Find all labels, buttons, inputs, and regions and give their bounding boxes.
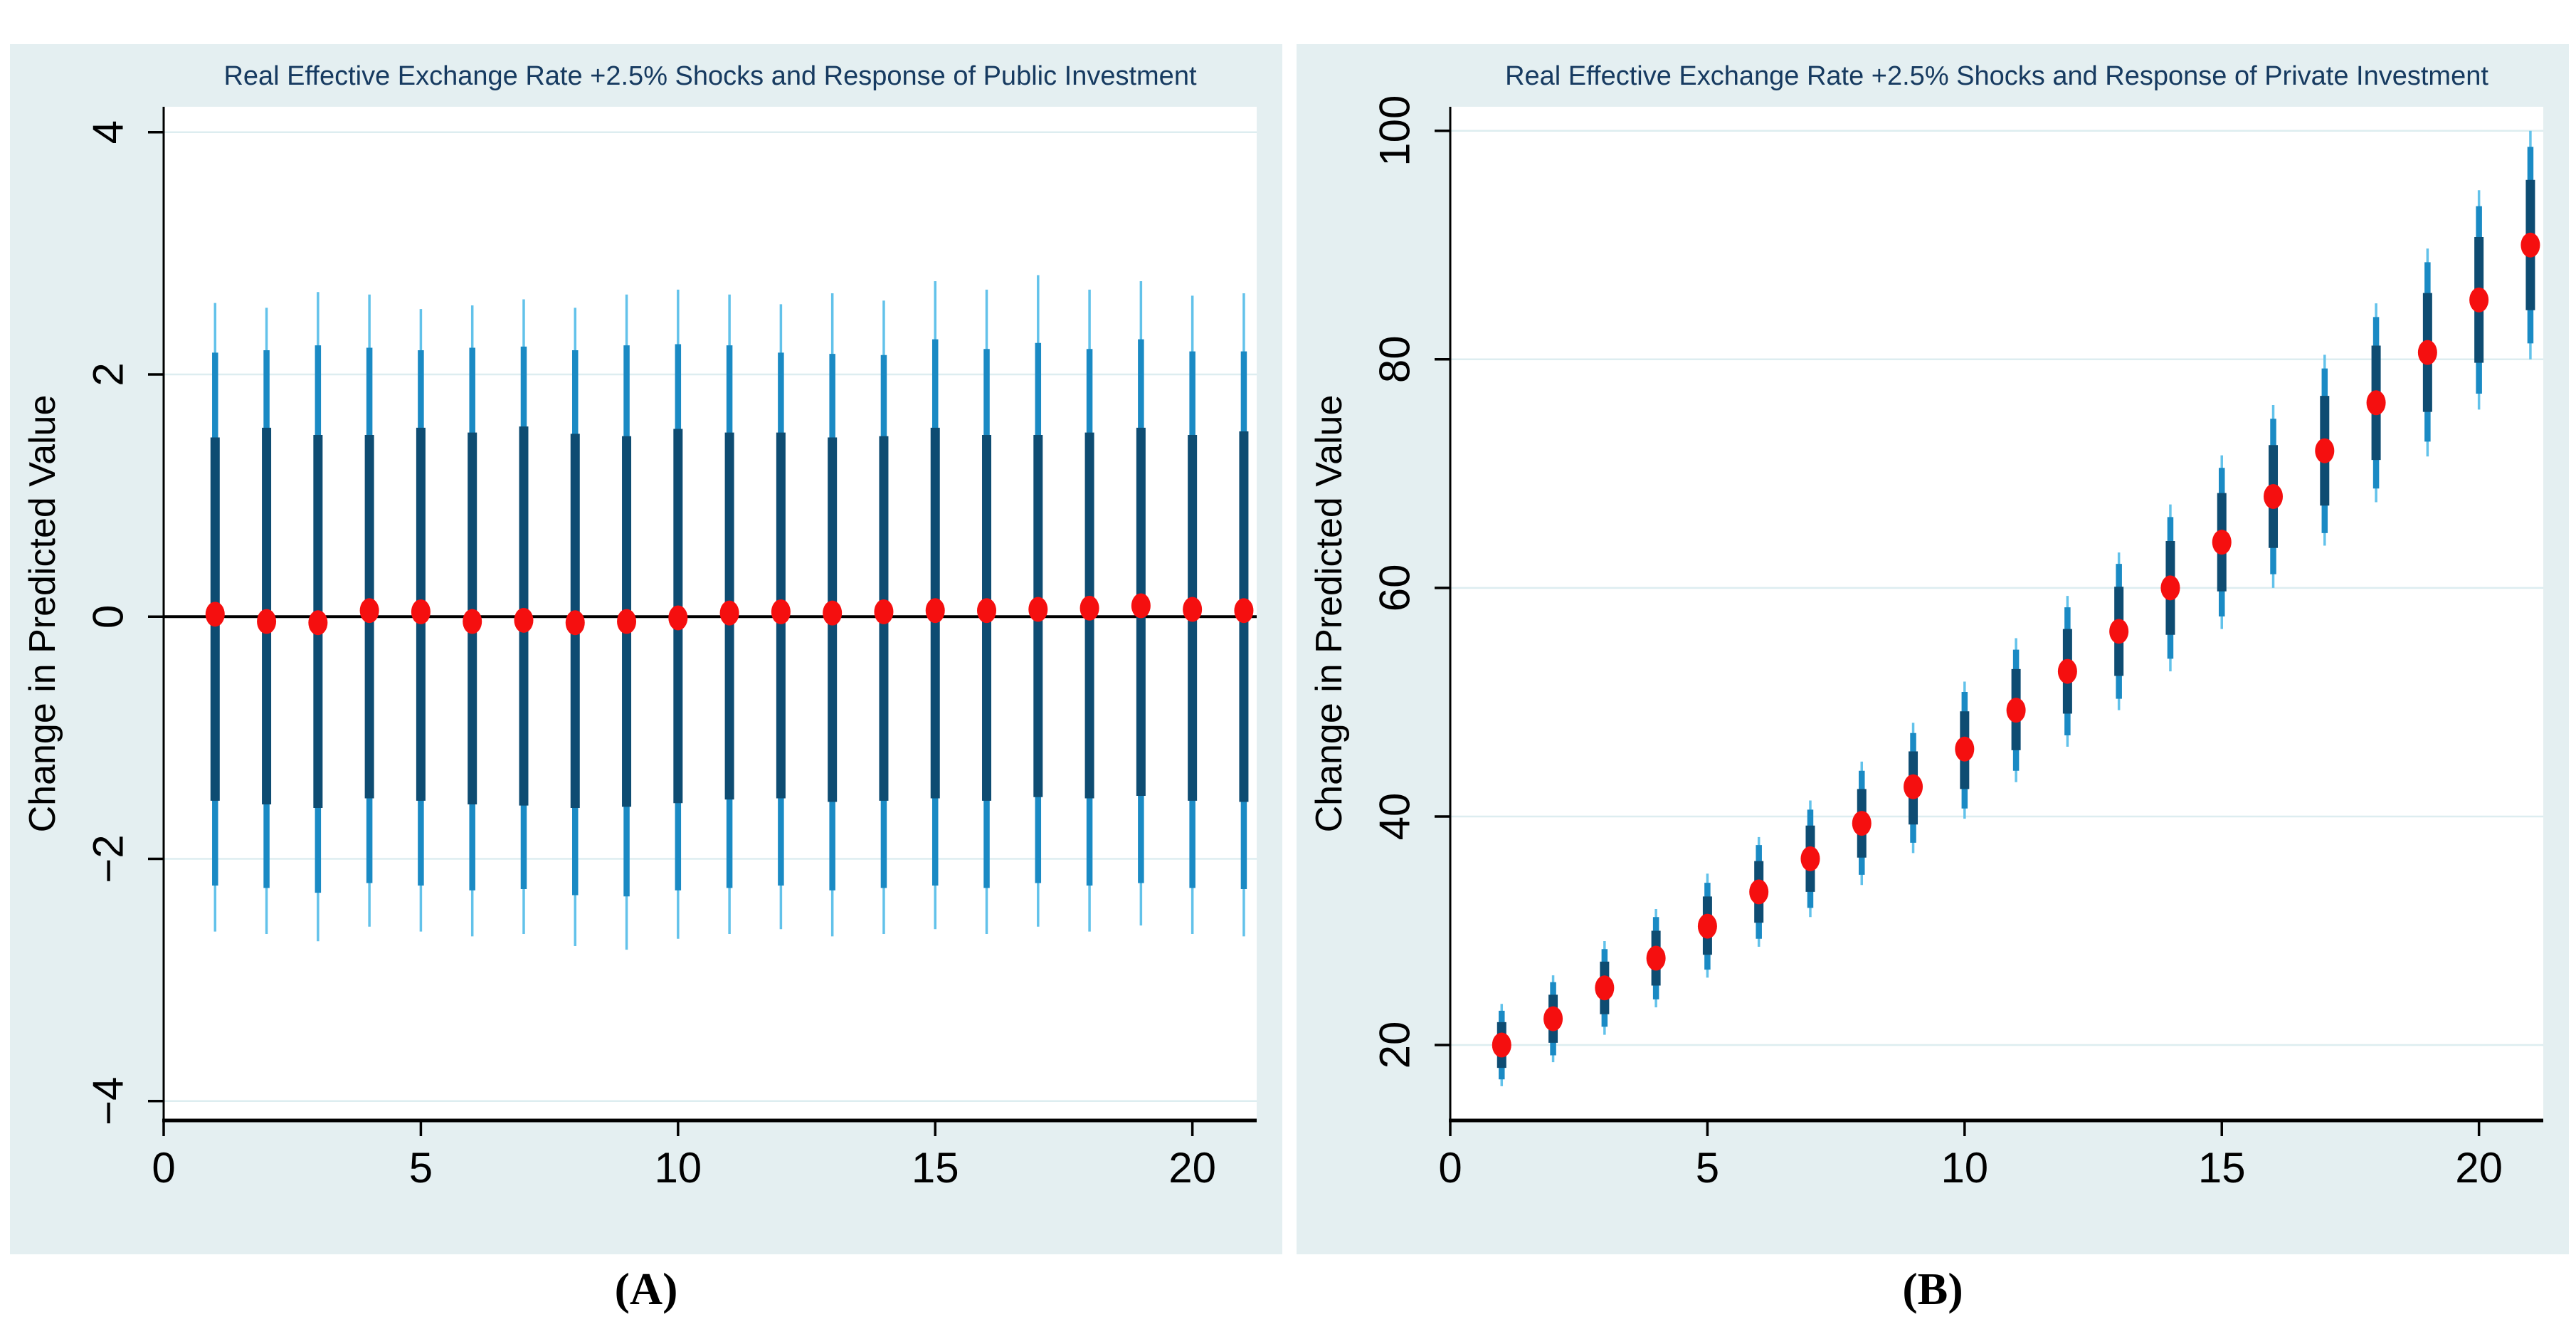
- data-point: [565, 610, 585, 636]
- y-tick-label: 4: [85, 120, 132, 144]
- data-point: [205, 602, 225, 627]
- data-point: [1852, 811, 1872, 836]
- data-point: [514, 607, 534, 633]
- data-point: [1697, 913, 1717, 939]
- data-point: [668, 605, 688, 631]
- data-point: [2366, 390, 2386, 416]
- data-point: [2160, 575, 2180, 601]
- data-point: [257, 609, 277, 634]
- x-tick-label: 20: [1168, 1144, 1216, 1192]
- x-tick-label: 20: [2455, 1144, 2503, 1192]
- panel-private-investment: Real Effective Exchange Rate +2.5% Shock…: [1297, 44, 2569, 1254]
- data-point: [874, 599, 894, 624]
- y-tick-label: −2: [85, 834, 132, 883]
- data-point: [823, 600, 843, 626]
- x-tick-label: 10: [1941, 1144, 1988, 1192]
- y-tick-label: 60: [1371, 565, 1419, 612]
- plot-area: [164, 107, 1257, 1120]
- data-point: [1492, 1032, 1511, 1058]
- data-point: [2469, 287, 2489, 313]
- data-point: [617, 609, 637, 634]
- data-point: [411, 599, 431, 624]
- data-point: [2006, 698, 2026, 723]
- y-tick-label: 2: [85, 362, 132, 386]
- data-point: [2417, 340, 2437, 365]
- y-axis-title: Change in Predicted Value: [1309, 395, 1350, 833]
- data-point: [1646, 945, 1666, 971]
- x-tick-label: 5: [409, 1144, 433, 1192]
- data-point: [463, 609, 482, 634]
- plot-area: [1450, 107, 2543, 1120]
- caption-panel-b: (B): [1902, 1264, 1963, 1314]
- data-point: [2264, 483, 2284, 509]
- chart-title-public: Real Effective Exchange Rate +2.5% Shock…: [223, 61, 1197, 91]
- data-point: [1131, 593, 1151, 619]
- x-tick-label: 15: [2198, 1144, 2246, 1192]
- panel-public-investment: Real Effective Exchange Rate +2.5% Shock…: [10, 44, 1282, 1254]
- data-point: [2109, 619, 2129, 644]
- data-point: [925, 598, 945, 624]
- x-tick-label: 5: [1696, 1144, 1719, 1192]
- data-point: [1543, 1006, 1563, 1031]
- y-tick-label: 20: [1371, 1022, 1419, 1069]
- x-tick-label: 0: [1438, 1144, 1462, 1192]
- data-point: [359, 598, 379, 624]
- data-point: [1800, 846, 1820, 871]
- data-point: [308, 610, 328, 636]
- private-investment-chart: 0 5 10 15 20 20 40 60 80 100 Change in Predicted V…: [1309, 95, 2543, 1192]
- y-tick-label: −4: [85, 1077, 132, 1125]
- y-axis-title: Change in Predicted Value: [22, 395, 63, 833]
- data-point: [1234, 598, 1254, 624]
- y-tick-label: 80: [1371, 335, 1419, 383]
- data-point: [1904, 774, 1923, 799]
- y-tick-label: 0: [85, 605, 132, 629]
- y-tick-label: 100: [1371, 95, 1419, 167]
- chart-title-private: Real Effective Exchange Rate +2.5% Shock…: [1505, 61, 2488, 91]
- data-point: [1595, 975, 1615, 1001]
- data-point: [2520, 232, 2540, 258]
- data-point: [2315, 438, 2335, 463]
- data-point: [1749, 879, 1769, 905]
- data-point: [2212, 530, 2232, 555]
- data-point: [771, 599, 791, 624]
- x-tick-label: 0: [152, 1144, 175, 1192]
- data-point: [1183, 597, 1203, 622]
- x-tick-label: 10: [654, 1144, 702, 1192]
- data-point: [1080, 595, 1099, 621]
- data-point: [1028, 597, 1048, 622]
- caption-panel-a: (A): [614, 1264, 678, 1314]
- data-point: [2057, 658, 2077, 684]
- x-tick-label: 15: [912, 1144, 959, 1192]
- data-point: [977, 598, 997, 624]
- data-point: [719, 600, 739, 626]
- data-point: [1955, 736, 1975, 762]
- y-tick-label: 40: [1371, 793, 1419, 841]
